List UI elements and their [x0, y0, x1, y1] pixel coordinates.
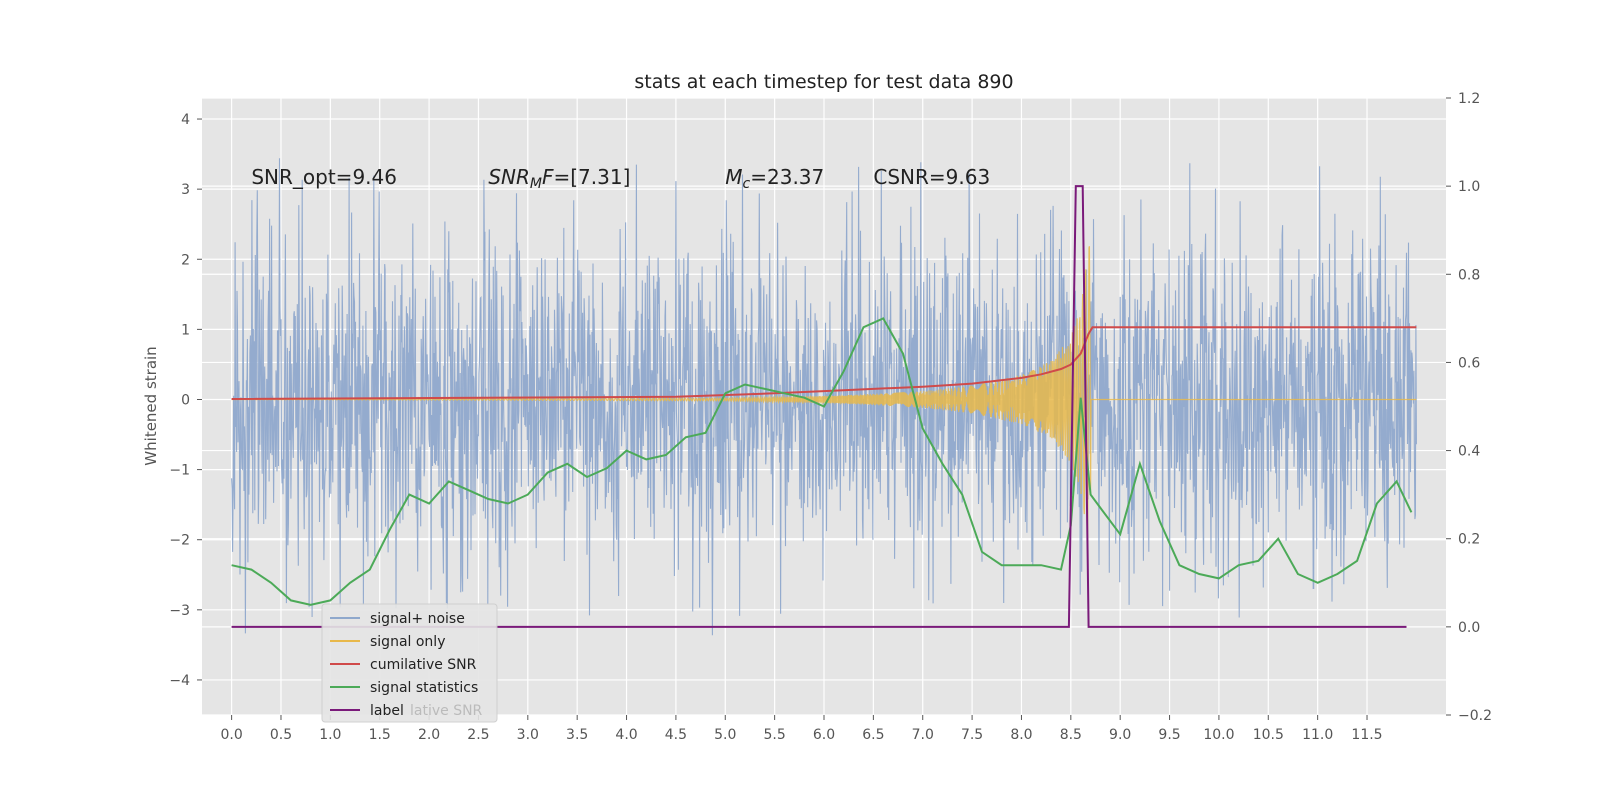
x-tick-label: 6.0: [813, 727, 835, 743]
x-tick-label: 0.5: [270, 727, 292, 743]
y2-tick-label: 1.0: [1458, 179, 1480, 195]
x-tick-label: 5.0: [714, 727, 736, 743]
signal-only-series: [231, 246, 1417, 550]
x-tick-label: 1.0: [319, 727, 341, 743]
y2-tick-label: 1.2: [1458, 91, 1480, 107]
y-tick-label: 2: [181, 252, 190, 268]
y-tick-label: 0: [181, 392, 190, 408]
legend: signal+ noise signal only cumilative SNR si…: [321, 603, 498, 723]
x-tick-label: 9.0: [1109, 727, 1131, 743]
y-tick-label: −1: [169, 463, 190, 479]
y-tick-label: 1: [181, 322, 190, 338]
x-tick-label: 9.5: [1158, 727, 1180, 743]
y2-tick-label: 0.4: [1458, 444, 1480, 460]
legend-overlap-text: lative SNR: [410, 703, 483, 719]
legend-label: signal+ noise: [370, 611, 465, 627]
annotations: SNR_opt=9.46 SNRMF=[7.31] Mc=23.37 CSNR=9.6…: [251, 165, 990, 192]
series-line-signal-statistics: [231, 317, 1413, 606]
legend-label: label: [370, 703, 404, 719]
line-series: [231, 185, 1417, 628]
y-tick-label: −2: [169, 533, 190, 549]
annotation-text: SNR_opt=9.46: [251, 165, 397, 189]
chart-title: stats at each timestep for test data 890: [634, 71, 1013, 93]
y2-tick-label: 0.2: [1458, 532, 1480, 548]
x-tick-label: 10.0: [1203, 727, 1234, 743]
y2-tick-label: 0.0: [1458, 620, 1480, 636]
y-axis-left: −4 −3 −2 −1 0 1 2 3 4: [169, 112, 202, 689]
legend-label: signal only: [370, 634, 445, 650]
x-tick-label: 3.5: [566, 727, 588, 743]
x-axis: 0.0 0.5 1.0 1.5 2.0 2.5 3.0 3.5 4.0 4.5 5.0 5.5 6.0 6…: [220, 715, 1383, 743]
x-tick-label: 4.5: [665, 727, 687, 743]
x-tick-label: 7.5: [961, 727, 983, 743]
legend-box: [321, 603, 498, 723]
y-axis-label: Whitened strain: [142, 346, 160, 465]
x-tick-label: 4.0: [615, 727, 637, 743]
y-tick-label: 3: [181, 182, 190, 198]
signal-noise-line: [231, 158, 1417, 636]
x-tick-label: 11.5: [1351, 727, 1382, 743]
x-tick-label: 8.0: [1010, 727, 1032, 743]
y-tick-label: −3: [169, 603, 190, 619]
signal-only-line: [231, 246, 1417, 550]
x-tick-label: 10.5: [1253, 727, 1284, 743]
y2-tick-label: −0.2: [1458, 708, 1492, 724]
legend-label: cumilative SNR: [370, 657, 477, 673]
legend-label: signal statistics: [370, 680, 478, 696]
y-tick-label: −4: [169, 673, 190, 689]
x-tick-label: 8.5: [1060, 727, 1082, 743]
x-tick-label: 3.0: [517, 727, 539, 743]
series-line-cumilative-snr: [231, 326, 1417, 400]
x-tick-label: 6.5: [862, 727, 884, 743]
annotation-text: Mc=23.37: [725, 165, 824, 192]
signal-noise-series: [231, 158, 1417, 636]
y-tick-label: 4: [181, 112, 190, 128]
series-line-label: [231, 185, 1407, 628]
x-tick-label: 7.0: [912, 727, 934, 743]
x-tick-label: 2.5: [467, 727, 489, 743]
y2-tick-label: 0.6: [1458, 355, 1480, 371]
x-tick-label: 0.0: [220, 727, 242, 743]
x-tick-label: 2.0: [418, 727, 440, 743]
x-tick-label: 5.5: [764, 727, 786, 743]
y2-tick-label: 0.8: [1458, 267, 1480, 283]
x-tick-label: 11.0: [1302, 727, 1333, 743]
annotation-text: SNRMF=[7.31]: [488, 165, 630, 192]
y-axis-right: −0.2 0.0 0.2 0.4 0.6 0.8 1.0 1.2: [1446, 91, 1492, 724]
x-tick-label: 1.5: [369, 727, 391, 743]
annotation-text: CSNR=9.63: [873, 165, 990, 189]
